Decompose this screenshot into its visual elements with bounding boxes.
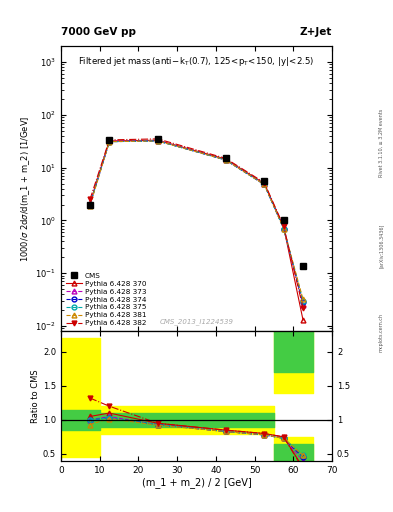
Pythia 6.428 370 bbox=[88, 200, 92, 206]
Text: [arXiv:1306.3436]: [arXiv:1306.3436] bbox=[379, 224, 384, 268]
CMS bbox=[107, 137, 112, 143]
Text: Rivet 3.1.10, ≥ 3.2M events: Rivet 3.1.10, ≥ 3.2M events bbox=[379, 109, 384, 178]
Pythia 6.428 375 bbox=[262, 181, 266, 187]
Line: Pythia 6.428 374: Pythia 6.428 374 bbox=[88, 139, 305, 305]
Text: Z+Jet: Z+Jet bbox=[300, 27, 332, 37]
Pythia 6.428 370 bbox=[223, 156, 228, 162]
Pythia 6.428 375 bbox=[223, 157, 228, 163]
CMS bbox=[301, 263, 305, 269]
CMS bbox=[223, 155, 228, 161]
Pythia 6.428 370 bbox=[155, 137, 160, 143]
Pythia 6.428 374 bbox=[301, 300, 305, 306]
Text: mcplots.cern.ch: mcplots.cern.ch bbox=[379, 313, 384, 352]
Pythia 6.428 382 bbox=[223, 155, 228, 161]
Pythia 6.428 370 bbox=[107, 138, 112, 144]
Line: Pythia 6.428 381: Pythia 6.428 381 bbox=[88, 139, 305, 302]
Y-axis label: 1000/$\sigma$ 2d$\sigma$/d(m_1 + m_2) [1/GeV]: 1000/$\sigma$ 2d$\sigma$/d(m_1 + m_2) [1… bbox=[20, 115, 33, 262]
Pythia 6.428 374 bbox=[88, 201, 92, 207]
Line: Pythia 6.428 375: Pythia 6.428 375 bbox=[88, 139, 305, 303]
Pythia 6.428 381 bbox=[88, 203, 92, 209]
Pythia 6.428 375 bbox=[281, 226, 286, 232]
Pythia 6.428 375 bbox=[155, 138, 160, 144]
Pythia 6.428 374 bbox=[155, 138, 160, 144]
Pythia 6.428 374 bbox=[262, 181, 266, 187]
Pythia 6.428 373 bbox=[88, 201, 92, 207]
Pythia 6.428 374 bbox=[281, 226, 286, 232]
Pythia 6.428 381 bbox=[107, 139, 112, 145]
Pythia 6.428 373 bbox=[262, 181, 266, 187]
Line: CMS: CMS bbox=[87, 136, 306, 269]
Pythia 6.428 382 bbox=[155, 136, 160, 142]
CMS bbox=[155, 136, 160, 142]
CMS bbox=[88, 201, 92, 207]
Pythia 6.428 382 bbox=[281, 223, 286, 229]
Pythia 6.428 373 bbox=[281, 225, 286, 231]
Pythia 6.428 375 bbox=[301, 298, 305, 304]
Text: Filtered jet mass$\,$$\mathregular{(anti\!-\!k_T(0.7),\,125\!<\!p_T\!<\!150,\,|y: Filtered jet mass$\,$$\mathregular{(anti… bbox=[78, 55, 315, 68]
Pythia 6.428 374 bbox=[223, 157, 228, 163]
Pythia 6.428 381 bbox=[301, 296, 305, 303]
Text: 7000 GeV pp: 7000 GeV pp bbox=[61, 27, 136, 37]
Pythia 6.428 373 bbox=[301, 302, 305, 308]
Pythia 6.428 381 bbox=[223, 157, 228, 163]
Pythia 6.428 381 bbox=[262, 181, 266, 187]
Pythia 6.428 381 bbox=[281, 226, 286, 232]
Pythia 6.428 370 bbox=[301, 317, 305, 323]
Pythia 6.428 375 bbox=[88, 201, 92, 207]
CMS bbox=[262, 178, 266, 184]
Pythia 6.428 370 bbox=[281, 224, 286, 230]
Pythia 6.428 370 bbox=[262, 180, 266, 186]
Pythia 6.428 373 bbox=[107, 138, 112, 144]
Pythia 6.428 381 bbox=[155, 138, 160, 144]
Pythia 6.428 373 bbox=[155, 138, 160, 144]
X-axis label: (m_1 + m_2) / 2 [GeV]: (m_1 + m_2) / 2 [GeV] bbox=[141, 477, 252, 488]
Text: CMS_2013_I1224539: CMS_2013_I1224539 bbox=[160, 319, 233, 326]
Line: Pythia 6.428 382: Pythia 6.428 382 bbox=[88, 137, 305, 310]
Line: Pythia 6.428 370: Pythia 6.428 370 bbox=[88, 138, 305, 323]
Pythia 6.428 373 bbox=[223, 157, 228, 163]
Y-axis label: Ratio to CMS: Ratio to CMS bbox=[31, 369, 40, 423]
Pythia 6.428 382 bbox=[262, 180, 266, 186]
Pythia 6.428 382 bbox=[88, 196, 92, 202]
CMS bbox=[281, 218, 286, 224]
Legend: CMS, Pythia 6.428 370, Pythia 6.428 373, Pythia 6.428 374, Pythia 6.428 375, Pyt: CMS, Pythia 6.428 370, Pythia 6.428 373,… bbox=[64, 271, 148, 328]
Pythia 6.428 375 bbox=[107, 139, 112, 145]
Line: Pythia 6.428 373: Pythia 6.428 373 bbox=[88, 138, 305, 308]
Pythia 6.428 382 bbox=[107, 137, 112, 143]
Pythia 6.428 374 bbox=[107, 139, 112, 145]
Pythia 6.428 382 bbox=[301, 305, 305, 311]
